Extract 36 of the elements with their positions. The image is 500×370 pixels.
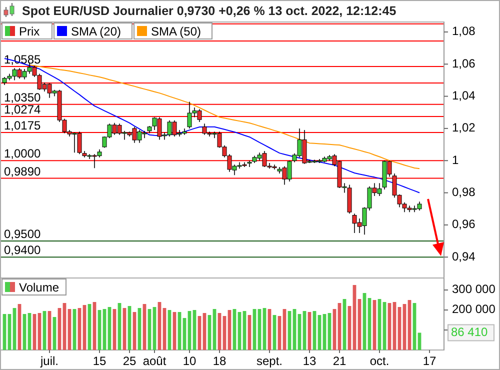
x-tick-label: 17 (422, 354, 436, 368)
ref-line-label: 1,0274 (4, 102, 42, 117)
candlestick (247, 160, 252, 168)
y-tick-label: 1,04 (452, 88, 476, 102)
ref-line-label: 1,0175 (4, 118, 42, 132)
legend-label: SMA (50) (151, 24, 202, 38)
x-tick-label: 18 (212, 354, 226, 368)
ref-line-label: 0,9400 (4, 243, 42, 258)
x-tick-label: sept. (256, 354, 283, 368)
legend-label: SMA (20) (71, 24, 122, 38)
x-tick-label: 25 (122, 354, 136, 368)
ref-line-label: 1,0350 (4, 90, 42, 104)
x-tick-label: oct. (370, 354, 390, 368)
y-tick-label: 1,02 (452, 120, 476, 135)
chart-title: Spot EUR/USD Journalier 0,9730 +0,26 % 13 oct. 2022, 12:12:45 (22, 4, 396, 18)
y-tick-label: 0,96 (452, 217, 476, 232)
ref-line-label: 0,9500 (4, 227, 42, 242)
ref-line-label: 1,0000 (4, 146, 42, 161)
x-tick-label: juil. (39, 354, 59, 368)
y-tick-label: 1 (452, 152, 459, 167)
ref-line-label: 0,9890 (4, 164, 42, 178)
y-tick-label: 300 000 (452, 282, 496, 296)
y-tick-label: 0,98 (452, 184, 476, 199)
x-tick-label: août (142, 354, 167, 368)
x-tick-label: 10 (182, 354, 196, 368)
y-tick-label: 1,06 (452, 56, 476, 70)
legend-label: Prix (19, 24, 40, 38)
x-tick-label: 13 (302, 354, 316, 368)
ref-line-label: 1,0585 (4, 52, 42, 67)
y-tick-label: 200 000 (452, 302, 496, 316)
text: 86 410 (451, 324, 488, 339)
legend-label: Volume (19, 280, 60, 294)
x-tick-label: 15 (92, 354, 106, 368)
y-tick-label: 1,08 (452, 24, 476, 38)
y-tick-label: 0,94 (452, 249, 476, 264)
x-tick-label: 21 (332, 354, 346, 368)
